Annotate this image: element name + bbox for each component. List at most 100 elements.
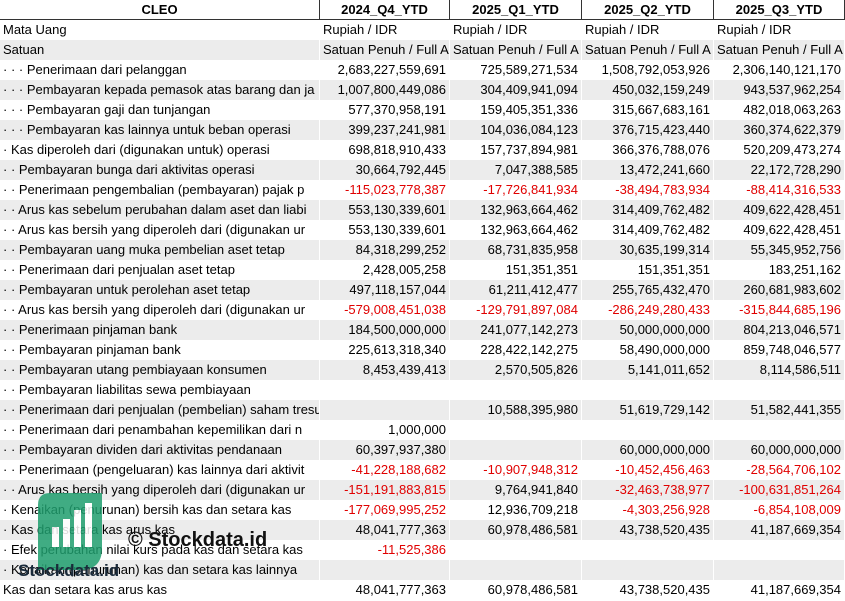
- table-row: · · Penerimaan pinjaman bank 184,500,000,…: [0, 320, 845, 340]
- cell-value: -17,726,841,934: [450, 180, 582, 200]
- cell-value: 84,318,299,252: [320, 240, 450, 260]
- cell-value: Rupiah / IDR: [450, 20, 582, 40]
- cell-value: [320, 380, 450, 400]
- cell-value: 2,683,227,559,691: [320, 60, 450, 80]
- cell-value: -579,008,451,038: [320, 300, 450, 320]
- cell-value: 104,036,084,123: [450, 120, 582, 140]
- row-label: · Kenaikan (penurunan) kas dan setara ka…: [0, 560, 320, 580]
- cell-value: 315,667,683,161: [582, 100, 714, 120]
- cell-value: Rupiah / IDR: [714, 20, 845, 40]
- cell-value: 2,428,005,258: [320, 260, 450, 280]
- row-label: · · Pembayaran liabilitas sewa pembiayaa…: [0, 380, 320, 400]
- cell-value: -315,844,685,196: [714, 300, 845, 320]
- cell-value: [714, 420, 845, 440]
- table-row: · · Arus kas bersih yang diperoleh dari …: [0, 220, 845, 240]
- cell-value: [450, 560, 582, 580]
- cell-value: -129,791,897,084: [450, 300, 582, 320]
- cell-value: [582, 420, 714, 440]
- cell-value: 30,664,792,445: [320, 160, 450, 180]
- cell-value: -151,191,883,815: [320, 480, 450, 500]
- cell-value: Satuan Penuh / Full A: [582, 40, 714, 60]
- cell-value: -11,525,386: [320, 540, 450, 560]
- table-row: · · · Penerimaan dari pelanggan 2,683,227…: [0, 60, 845, 80]
- row-label: · · Arus kas bersih yang diperoleh dari …: [0, 300, 320, 320]
- row-label: · · Penerimaan dari penjualan aset tetap: [0, 260, 320, 280]
- cell-value: 376,715,423,440: [582, 120, 714, 140]
- table-row: · · Pembayaran pinjaman bank 225,613,318,…: [0, 340, 845, 360]
- cell-value: 1,007,800,449,086: [320, 80, 450, 100]
- cell-value: 51,582,441,355: [714, 400, 845, 420]
- row-label: · · Pembayaran dividen dari aktivitas pe…: [0, 440, 320, 460]
- cell-value: 804,213,046,571: [714, 320, 845, 340]
- cell-value: 520,209,473,274: [714, 140, 845, 160]
- cell-value: 159,405,351,336: [450, 100, 582, 120]
- cell-value: Satuan Penuh / Full A: [450, 40, 582, 60]
- cell-value: 260,681,983,602: [714, 280, 845, 300]
- cell-value: -6,854,108,009: [714, 500, 845, 520]
- cell-value: 41,187,669,354: [714, 580, 845, 600]
- cell-value: -100,631,851,264: [714, 480, 845, 500]
- cell-value: [582, 540, 714, 560]
- row-label: · · Arus kas bersih yang diperoleh dari …: [0, 220, 320, 240]
- cell-value: -10,452,456,463: [582, 460, 714, 480]
- column-header: 2025_Q1_YTD: [450, 0, 582, 19]
- cell-value: 151,351,351: [582, 260, 714, 280]
- cell-value: 1,000,000: [320, 420, 450, 440]
- column-header: 2025_Q3_YTD: [714, 0, 845, 19]
- cell-value: [714, 540, 845, 560]
- cell-value: 60,397,937,380: [320, 440, 450, 460]
- cell-value: 184,500,000,000: [320, 320, 450, 340]
- cell-value: 577,370,958,191: [320, 100, 450, 120]
- cell-value: 7,047,388,585: [450, 160, 582, 180]
- table-row: · · Pembayaran utang pembiayaan konsumen…: [0, 360, 845, 380]
- row-label: · · · Pembayaran gaji dan tunjangan: [0, 100, 320, 120]
- column-header: 2025_Q2_YTD: [582, 0, 714, 19]
- cell-value: 553,130,339,601: [320, 220, 450, 240]
- cell-value: -41,228,188,682: [320, 460, 450, 480]
- cell-value: 698,818,910,433: [320, 140, 450, 160]
- cell-value: [450, 380, 582, 400]
- cell-value: [450, 540, 582, 560]
- cell-value: 2,570,505,826: [450, 360, 582, 380]
- cell-value: 13,472,241,660: [582, 160, 714, 180]
- cell-value: Rupiah / IDR: [320, 20, 450, 40]
- row-label: · · Arus kas bersih yang diperoleh dari …: [0, 480, 320, 500]
- row-label: · · Pembayaran pinjaman bank: [0, 340, 320, 360]
- cell-value: 48,041,777,363: [320, 520, 450, 540]
- row-label: Satuan: [0, 40, 320, 60]
- cell-value: 314,409,762,482: [582, 200, 714, 220]
- cell-value: 859,748,046,577: [714, 340, 845, 360]
- table-row: · Kas dan setara kas arus kas 48,041,777,…: [0, 520, 845, 540]
- cell-value: 43,738,520,435: [582, 520, 714, 540]
- table-row: · · Pembayaran uang muka pembelian aset …: [0, 240, 845, 260]
- cell-value: [320, 400, 450, 420]
- cell-value: 497,118,157,044: [320, 280, 450, 300]
- cell-value: 51,619,729,142: [582, 400, 714, 420]
- cell-value: 48,041,777,363: [320, 580, 450, 600]
- cell-value: -38,494,783,934: [582, 180, 714, 200]
- cell-value: 55,345,952,756: [714, 240, 845, 260]
- cell-value: 12,936,709,218: [450, 500, 582, 520]
- cell-value: -115,023,778,387: [320, 180, 450, 200]
- cell-value: Satuan Penuh / Full A: [320, 40, 450, 60]
- cell-value: 60,978,486,581: [450, 580, 582, 600]
- cell-value: 157,737,894,981: [450, 140, 582, 160]
- cell-value: 482,018,063,263: [714, 100, 845, 120]
- cell-value: Satuan Penuh / Full A: [714, 40, 845, 60]
- cell-value: 132,963,664,462: [450, 220, 582, 240]
- cell-value: 5,141,011,652: [582, 360, 714, 380]
- cell-value: 314,409,762,482: [582, 220, 714, 240]
- cell-value: 409,622,428,451: [714, 200, 845, 220]
- row-label: Kas dan setara kas arus kas: [0, 580, 320, 600]
- row-label: · Kas diperoleh dari (digunakan untuk) o…: [0, 140, 320, 160]
- cell-value: 366,376,788,076: [582, 140, 714, 160]
- cell-value: -88,414,316,533: [714, 180, 845, 200]
- table-row: · · Pembayaran bunga dari aktivitas oper…: [0, 160, 845, 180]
- table-row: · · Arus kas bersih yang diperoleh dari …: [0, 300, 845, 320]
- row-label: · Efek perubahan nilai kurs pada kas dan…: [0, 540, 320, 560]
- cell-value: 304,409,941,094: [450, 80, 582, 100]
- row-label: · · Penerimaan dari penambahan kepemilik…: [0, 420, 320, 440]
- cell-value: 241,077,142,273: [450, 320, 582, 340]
